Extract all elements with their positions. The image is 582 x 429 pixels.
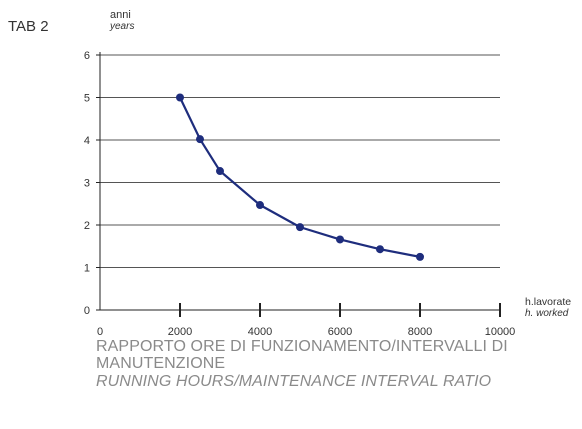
series-layer [176, 93, 424, 261]
data-point [216, 167, 224, 176]
caption-english: RUNNING HOURS/MAINTENANCE INTERVAL RATIO [96, 373, 492, 390]
x-tick-label: 10000 [485, 326, 516, 338]
x-tick-label: 8000 [408, 326, 432, 338]
data-point [416, 252, 424, 261]
data-point [196, 135, 204, 144]
y-tick-label: 0 [84, 305, 90, 317]
y-tick-label: 2 [84, 220, 90, 232]
x-tick-label: 2000 [168, 326, 192, 338]
series-line [178, 96, 422, 258]
y-tick-label: 6 [84, 50, 90, 62]
data-point [296, 223, 304, 232]
tick-label-layer: 0 1 2 3 4 5 6 0 2000 4000 6000 8000 10000 [84, 50, 515, 338]
data-point [376, 245, 384, 254]
tab-label: TAB 2 [8, 18, 49, 35]
grid-layer [100, 54, 500, 268]
y-axis-label-secondary: years [109, 21, 134, 32]
data-point [256, 201, 264, 210]
x-tick-label: 4000 [248, 326, 272, 338]
caption-italian: RAPPORTO ORE DI FUNZIONAMENTO/INTERVALLI… [96, 338, 508, 372]
y-axis-label: anni [110, 9, 131, 21]
data-point [176, 93, 184, 102]
chart-caption: RAPPORTO ORE DI FUNZIONAMENTO/INTERVALLI… [96, 338, 576, 390]
y-tick-label: 4 [84, 135, 90, 147]
x-axis-label: h.lavorate [525, 296, 571, 308]
y-tick-label: 3 [84, 178, 90, 190]
data-point [336, 235, 344, 244]
y-tick-label: 5 [84, 93, 90, 105]
x-tick-label: 6000 [328, 326, 352, 338]
axis-layer [96, 52, 501, 317]
x-axis-label-secondary: h. worked [525, 308, 569, 319]
y-tick-label: 1 [84, 263, 90, 275]
x-tick-label: 0 [97, 326, 103, 338]
